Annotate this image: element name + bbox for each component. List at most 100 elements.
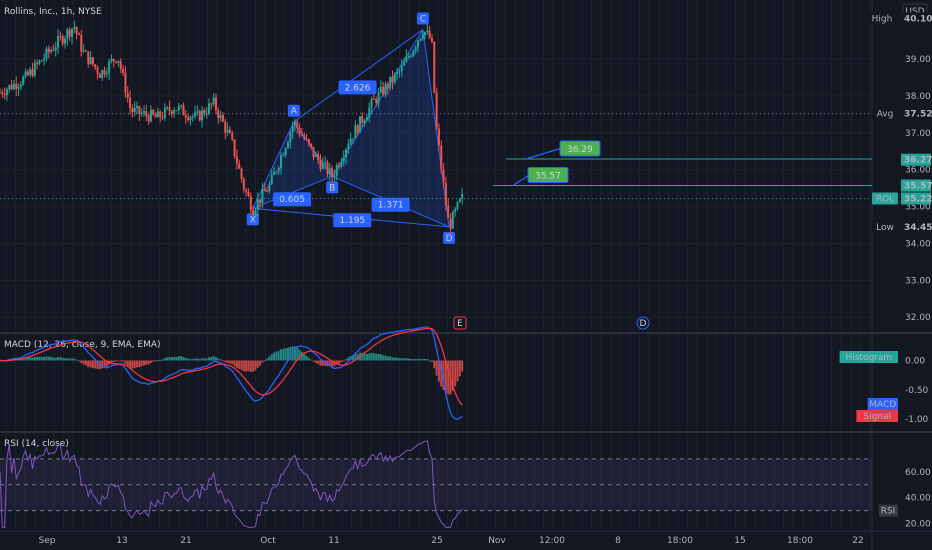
pattern-fill-xab [252,121,333,209]
candle-body [70,28,73,37]
macd-histogram-bar [342,360,345,362]
candle-body [108,61,111,74]
candle-body [226,129,229,133]
macd-histogram-bar [303,354,306,361]
macd-histogram-bar [112,360,115,362]
pattern-ratio-box [273,192,312,207]
candle-body [29,69,32,75]
candle-body [212,97,215,105]
candle-body [73,26,76,29]
candle-body [115,61,118,63]
event-dividend-label: D [640,319,647,329]
macd-histogram-bar [142,360,145,366]
rsi-line [0,440,463,528]
candle-body [12,83,15,90]
price-badge-name-box [866,12,898,25]
candle-body [82,50,85,52]
candle-body [94,64,97,68]
macd-histogram-bar [156,360,159,362]
price-axis: 32.00 33.00 34.00 35.00 36.00 37.00 38.00 39.00… [866,3,932,323]
candle-body [407,56,410,58]
macd-histogram-bar [338,360,341,364]
candle-body [282,155,285,157]
macd-histogram-bar [52,357,55,361]
candle-body [184,115,187,118]
candle-body [289,132,292,143]
pattern-point-label: B [329,183,335,193]
candle-body [298,127,301,135]
macd-histogram-bar [379,354,382,361]
macd-histogram-bar [328,360,331,367]
macd-histogram-bar [317,360,320,365]
macd-histogram-bar [442,360,445,391]
macd-tick: -0.50 [905,386,929,396]
candle-body [66,29,69,39]
price-badge [901,179,931,192]
macd-histogram-bar [259,360,262,366]
time-tick: 22 [852,536,863,546]
time-tick: 11 [328,536,339,546]
macd-histogram-bar [235,360,238,368]
macd-histogram-bar [435,360,438,376]
candle-body [280,155,283,168]
candle-body [389,76,392,89]
candle-body [54,47,57,51]
candle-body [91,57,94,65]
candle-body [170,111,173,114]
candle-body [386,83,389,89]
macd-histogram-bar [101,360,104,369]
macd-histogram-bar [382,355,385,361]
candle-body [372,99,375,101]
price-tick: 33.00 [905,276,931,286]
macd-histogram-bar [105,360,108,367]
candle-body [233,139,236,157]
macd-histogram-bar [456,360,459,382]
time-tick: 25 [431,536,442,546]
target-box [559,140,601,157]
candle-body [412,50,415,57]
macd-histogram-bar [208,357,211,361]
candle-body [326,162,329,175]
candle-body [349,138,352,145]
price-badge-value: 40.10 [904,14,932,24]
pattern-ratio-label: 2.626 [345,83,371,93]
candle-body [161,117,164,119]
candle-body [182,105,185,116]
event-dividend-marker [636,316,650,330]
candle-body [50,49,53,53]
macd-histogram-bar [159,359,162,361]
candle-body [240,168,243,179]
macd-histogram-bar [38,356,41,361]
price-tick: 39.00 [905,55,931,65]
candle-body [136,106,139,109]
candle-body [61,36,64,44]
candle-body [180,105,183,107]
macd-histogram-bar [166,357,169,361]
candle-body [270,174,273,185]
candle-body [156,111,159,118]
macd-histogram-bar [384,355,387,361]
time-tick: 18:00 [787,536,813,546]
time-tick: Sep [39,536,56,546]
macd-histogram-bar [75,359,78,361]
pattern-leg-xa [252,121,295,209]
macd-histogram-bar [224,360,227,363]
macd-histogram-bar [277,350,280,361]
candle-body [268,184,271,192]
macd-histogram-bar [122,360,125,362]
macd-histogram-bar [398,358,401,361]
macd-histogram-bar [305,355,308,361]
candle-body [231,133,234,140]
candle-body [368,107,371,118]
candle-body [194,112,197,117]
macd-histogram-bar [182,356,185,361]
candle-body [189,117,192,121]
macd-histogram-bar [345,359,348,361]
macd-histogram-bar [43,356,46,361]
candle-body [149,110,152,122]
price-badge-name: High [872,14,893,24]
macd-histogram-bar [444,360,447,394]
candle-body [52,49,55,51]
candle-body [112,59,115,62]
